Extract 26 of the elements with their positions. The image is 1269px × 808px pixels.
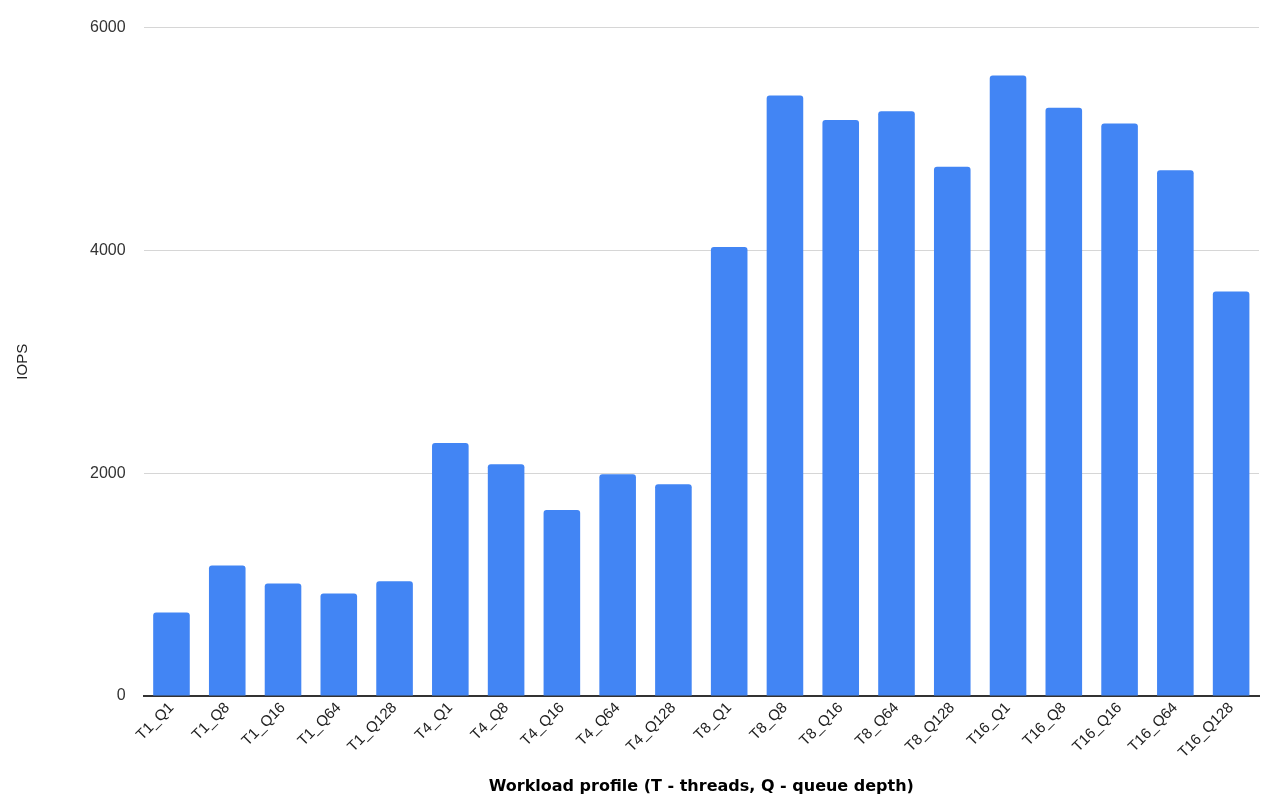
y-tick-label: 4000 xyxy=(90,240,126,258)
bar xyxy=(878,111,915,696)
y-tick-label: 6000 xyxy=(90,18,126,36)
bar xyxy=(1101,123,1138,696)
bar xyxy=(1212,291,1250,696)
x-axis-title: Workload profile (T - threads, Q - queue depth) xyxy=(488,775,914,795)
y-tick-label: 2000 xyxy=(90,463,126,481)
y-tick-label: 0 xyxy=(116,686,126,704)
bar xyxy=(208,565,246,696)
bar xyxy=(933,166,971,696)
bar xyxy=(376,581,413,696)
bar xyxy=(487,464,525,696)
bar xyxy=(1157,170,1194,696)
bar xyxy=(320,593,358,696)
bar xyxy=(264,583,302,696)
y-axis-title: IOPS xyxy=(13,343,31,380)
bar xyxy=(599,474,636,696)
bar xyxy=(710,247,748,696)
bar xyxy=(655,484,692,696)
bar xyxy=(989,75,1027,696)
bar xyxy=(153,612,190,696)
bar xyxy=(1045,107,1083,696)
bar xyxy=(543,509,581,696)
bar xyxy=(432,443,469,696)
bar xyxy=(766,95,804,696)
bar xyxy=(822,120,860,696)
